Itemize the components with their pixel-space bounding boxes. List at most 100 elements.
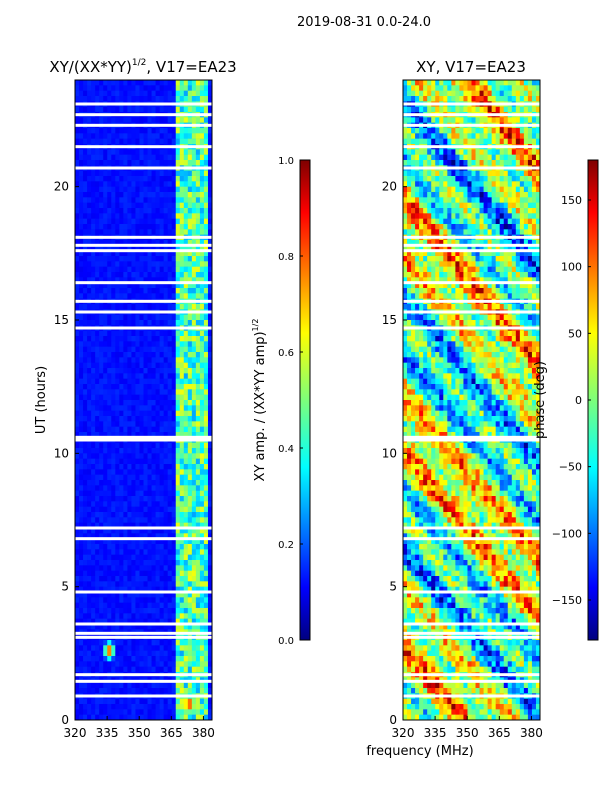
- heat-cell: [123, 501, 128, 507]
- heat-cell: [143, 709, 148, 715]
- heat-cell: [135, 288, 140, 294]
- heat-cell: [115, 272, 120, 278]
- heat-cell: [203, 90, 209, 97]
- heat-cell: [131, 480, 136, 486]
- heat-cell: [103, 224, 108, 230]
- heat-cell: [199, 277, 205, 283]
- flagged-gap: [75, 435, 212, 439]
- heat-cell: [159, 202, 164, 209]
- heat-cell: [151, 682, 156, 689]
- heat-cell: [87, 85, 92, 91]
- heat-cell: [119, 474, 124, 481]
- heat-cell: [79, 650, 84, 657]
- heat-cell: [83, 458, 88, 465]
- heat-cell: [163, 661, 168, 667]
- heat-cell: [203, 288, 209, 294]
- heat-cell: [123, 229, 128, 235]
- heat-cell: [127, 656, 132, 662]
- heat-cell: [79, 261, 84, 267]
- heat-cell: [491, 117, 496, 123]
- heat-cell: [407, 90, 412, 97]
- heat-cell: [135, 682, 140, 689]
- heat-cell: [163, 544, 168, 550]
- heat-cell: [187, 208, 193, 214]
- heat-cell: [203, 704, 209, 710]
- heat-cell: [171, 544, 177, 550]
- heat-cell: [159, 128, 164, 134]
- heat-cell: [123, 688, 128, 694]
- heat-cell: [87, 586, 92, 593]
- heat-cell: [195, 208, 201, 214]
- heat-cell: [535, 181, 541, 187]
- heat-cell: [195, 709, 201, 715]
- heat-cell: [79, 181, 84, 187]
- heat-cell: [199, 480, 205, 486]
- heat-cell: [159, 384, 164, 390]
- heat-cell: [131, 421, 136, 427]
- heat-cell: [83, 373, 88, 379]
- heat-cell: [99, 368, 104, 374]
- heat-cell: [155, 106, 160, 113]
- heat-cell: [107, 448, 112, 454]
- heat-cell: [415, 181, 420, 187]
- heat-cell: [91, 149, 96, 155]
- heat-cell: [155, 432, 160, 438]
- heat-cell: [107, 522, 112, 529]
- heat-cell: [171, 602, 177, 609]
- heat-cell: [143, 160, 148, 166]
- heat-cell: [187, 469, 193, 475]
- heat-cell: [115, 586, 120, 593]
- heat-cell: [95, 432, 100, 438]
- left-plot-frame: [74, 79, 213, 721]
- heat-cell: [175, 176, 181, 182]
- heat-cell: [83, 272, 88, 278]
- heat-cell: [187, 272, 193, 278]
- heat-cell: [159, 448, 164, 454]
- heat-cell: [207, 522, 213, 529]
- heat-cell: [75, 405, 80, 411]
- heat-cell: [143, 533, 148, 539]
- heat-cell: [523, 133, 529, 139]
- heat-cell: [143, 362, 148, 369]
- heat-cell: [123, 266, 128, 273]
- heat-cell: [107, 282, 112, 289]
- heat-cell: [187, 192, 193, 198]
- heat-cell: [183, 506, 189, 513]
- heat-cell: [175, 666, 181, 673]
- heat-cell: [147, 117, 152, 123]
- heat-cell: [183, 560, 189, 566]
- heat-cell: [155, 224, 160, 230]
- heat-cell: [455, 181, 460, 187]
- heat-cell: [167, 517, 173, 523]
- heat-cell: [103, 133, 108, 139]
- heat-cell: [139, 336, 144, 342]
- heat-cell: [179, 213, 185, 219]
- heat-cell: [407, 192, 412, 198]
- heat-cell: [527, 117, 533, 123]
- heat-cell: [447, 170, 452, 177]
- heat-cell: [515, 85, 521, 91]
- heat-cell: [147, 597, 152, 603]
- heat-cell: [143, 618, 148, 625]
- heat-cell: [207, 208, 213, 214]
- heat-cell: [503, 117, 509, 123]
- heat-cell: [491, 181, 496, 187]
- heat-cell: [199, 154, 205, 161]
- heat-cell: [155, 704, 160, 710]
- heat-cell: [167, 656, 173, 662]
- heat-cell: [183, 421, 189, 427]
- heat-cell: [155, 538, 160, 545]
- heat-cell: [123, 698, 128, 705]
- heat-cell: [427, 176, 432, 182]
- heat-cell: [143, 85, 148, 91]
- heat-cell: [163, 496, 168, 502]
- heat-cell: [143, 170, 148, 177]
- heat-cell: [495, 186, 501, 193]
- heat-cell: [187, 586, 193, 593]
- heat-cell: [147, 138, 152, 145]
- heat-cell: [483, 96, 488, 102]
- heat-cell: [127, 277, 132, 283]
- heat-cell: [95, 506, 100, 513]
- heat-cell: [79, 426, 84, 433]
- heat-cell: [75, 485, 80, 491]
